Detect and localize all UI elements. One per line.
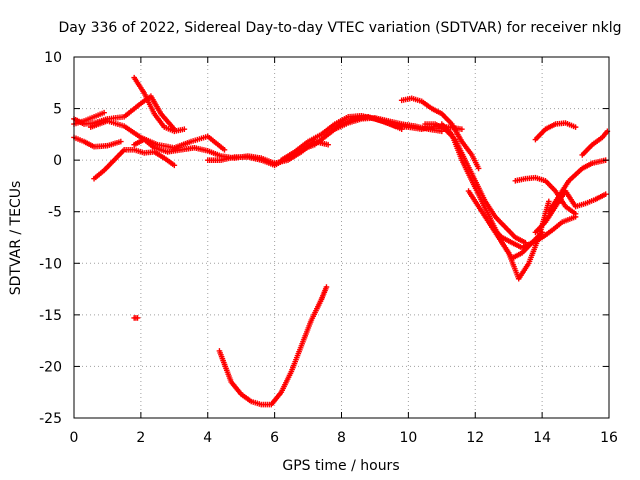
x-tick-label: 8 <box>337 430 346 446</box>
x-tick-label: 14 <box>533 430 551 446</box>
y-tick-label: -15 <box>39 308 62 324</box>
x-tick-label: 16 <box>600 430 618 446</box>
x-tick-label: 12 <box>466 430 484 446</box>
chart-title: Day 336 of 2022, Sidereal Day-to-day VTE… <box>59 20 622 36</box>
x-tick-label: 4 <box>203 430 212 446</box>
y-tick-label: 10 <box>44 50 62 66</box>
sdtvar-chart: 0 2 4 6 8 10 12 14 16 -25 -20 -15 -10 -5 0 5 10 Day 336 … <box>0 0 640 480</box>
x-axis-label: GPS time / hours <box>282 458 399 474</box>
x-tick-label: 0 <box>70 430 79 446</box>
y-tick-label: -20 <box>39 359 62 375</box>
y-tick-label: 5 <box>53 102 62 118</box>
x-tick-label: 2 <box>136 430 145 446</box>
x-tick-label: 6 <box>270 430 279 446</box>
y-tick-label: -10 <box>39 256 62 272</box>
chart-background <box>0 0 640 480</box>
y-tick-label: 0 <box>53 153 62 169</box>
y-axis-label: SDTVAR / TECUs <box>8 181 24 296</box>
x-tick-label: 10 <box>399 430 417 446</box>
y-tick-label: -5 <box>48 205 62 221</box>
y-tick-label: -25 <box>39 411 62 427</box>
